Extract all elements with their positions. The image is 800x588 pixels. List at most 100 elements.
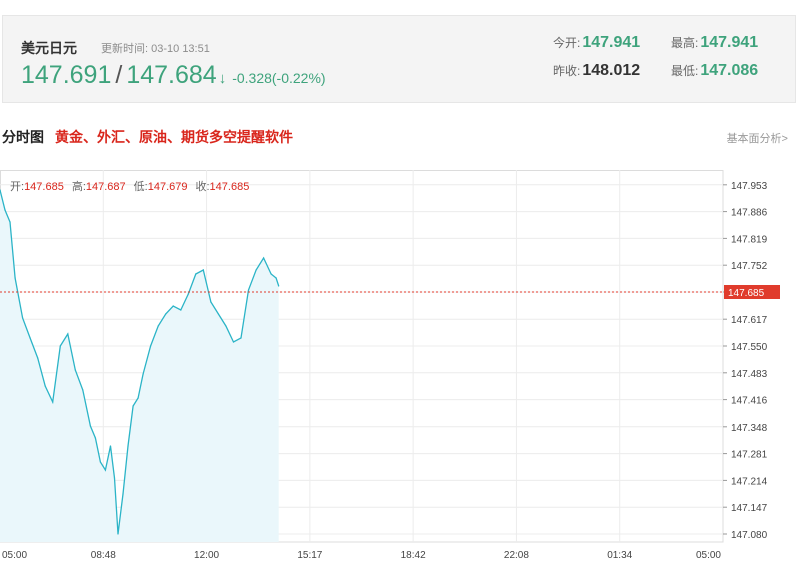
price-point	[137, 397, 139, 399]
intraday-chart[interactable]: 147.953 147.886 147.819 147.752 147.685 147.6…	[0, 170, 800, 583]
price-point	[99, 461, 102, 463]
y-tick-label: 147.550	[731, 342, 768, 353]
quote-panel: 美元日元 更新时间: 03-10 13:51 147.691/147.684 ↓ -…	[2, 15, 796, 103]
symbol-name: 美元日元	[21, 40, 77, 56]
price-point	[37, 357, 39, 359]
ohlc-high: 147.687	[85, 181, 126, 193]
y-tick-label: 147.953	[731, 181, 768, 192]
current-price-tag	[724, 285, 780, 299]
x-tick-label: 05:00	[696, 550, 721, 561]
update-time-value: 03-10 13:51	[151, 43, 210, 55]
current-price-label: 147.685	[728, 288, 765, 299]
price-point	[117, 533, 119, 535]
high-value: 147.941	[700, 34, 759, 51]
y-tick-label: 147.886	[731, 208, 768, 219]
open-row: 今开: 147.941	[553, 34, 640, 62]
section-title: 分时图	[2, 129, 44, 145]
price-point	[275, 277, 277, 279]
price-point	[14, 277, 16, 279]
price-point	[225, 325, 227, 327]
price-point	[127, 445, 129, 447]
ohlc-low-label: 低:	[133, 181, 148, 193]
ohlc-readout: 开:147.685 高:147.687 低:147.679 收:147.685	[10, 178, 257, 194]
ohlc-close: 147.685	[209, 181, 250, 193]
x-tick-label: 12:00	[194, 550, 219, 561]
open-value: 147.941	[582, 34, 641, 51]
y-tick-label: 147.214	[731, 476, 768, 487]
price-point	[210, 301, 212, 303]
price-point	[270, 273, 272, 275]
price-point	[9, 221, 11, 223]
price-point	[52, 401, 54, 403]
price-point	[82, 389, 84, 391]
price-point	[109, 445, 112, 447]
price-point	[150, 345, 152, 347]
price-point	[187, 293, 189, 295]
price-point	[0, 189, 1, 191]
promo-link[interactable]: 黄金、外汇、原油、期货多空提醒软件	[55, 129, 293, 145]
prev-close-row: 昨收: 148.012	[553, 62, 640, 90]
stats-left: 今开: 147.941 昨收: 148.012	[553, 34, 640, 90]
update-time: 更新时间: 03-10 13:51	[101, 40, 210, 56]
price-point	[172, 305, 174, 307]
y-tick-label: 147.617	[731, 315, 768, 326]
bid-price: 147.691	[21, 61, 112, 89]
x-tick-label: 08:48	[91, 550, 116, 561]
ohlc-low: 147.679	[147, 181, 188, 193]
update-time-label: 更新时间:	[101, 43, 149, 55]
prev-close-value: 148.012	[582, 62, 641, 79]
y-tick-label: 147.483	[731, 369, 768, 380]
price-point	[217, 313, 220, 315]
prev-close-label: 昨收:	[553, 64, 581, 78]
price-point	[113, 477, 116, 479]
ohlc-close-label: 收:	[195, 181, 210, 193]
price-point	[142, 373, 144, 375]
y-tick-label: 147.819	[731, 234, 768, 245]
x-tick-label: 05:00	[2, 550, 27, 561]
y-tick-label: 147.416	[731, 396, 768, 407]
price-change: -0.328(-0.22%)	[232, 70, 326, 86]
open-label: 今开:	[553, 36, 581, 50]
price-point	[94, 437, 96, 439]
y-tick-label: 147.147	[731, 503, 768, 514]
y-tick-label: 147.080	[731, 530, 768, 541]
price-line: 147.691/147.684 ↓ -0.328(-0.22%)	[21, 61, 326, 90]
x-tick-label: 18:42	[401, 550, 426, 561]
price-point	[240, 337, 242, 339]
x-tick-label: 22:08	[504, 550, 529, 561]
price-point	[247, 289, 250, 291]
price-point	[44, 385, 46, 387]
price-point	[29, 337, 31, 339]
price-point	[4, 209, 6, 211]
fundamental-analysis-link[interactable]: 基本面分析>	[726, 133, 788, 145]
price-point	[157, 325, 159, 327]
price-point	[59, 345, 61, 347]
ohlc-open-label: 开:	[10, 181, 25, 193]
price-point	[104, 469, 107, 471]
price-point	[195, 273, 197, 275]
low-row: 最低: 147.086	[671, 62, 758, 90]
y-tick-label: 147.752	[731, 261, 768, 272]
price-area	[0, 190, 279, 542]
y-tick-label: 147.281	[731, 450, 768, 461]
high-label: 最高:	[671, 36, 699, 50]
price-point	[262, 257, 265, 259]
price-point	[21, 317, 24, 319]
price-point	[132, 405, 134, 407]
low-label: 最低:	[671, 64, 699, 78]
price-point	[278, 285, 280, 287]
stats-right: 最高: 147.941 最低: 147.086	[671, 34, 758, 90]
x-tick-label: 01:34	[607, 550, 632, 561]
x-tick-label: 15:17	[297, 550, 322, 561]
price-point	[180, 309, 182, 311]
ohlc-high-label: 高:	[71, 181, 86, 193]
arrow-down-icon: ↓	[218, 70, 227, 87]
low-value: 147.086	[700, 62, 759, 79]
price-point	[165, 313, 167, 315]
ohlc-open: 147.685	[24, 181, 64, 193]
ask-price: 147.684	[126, 61, 217, 89]
price-point	[255, 269, 257, 271]
price-point	[232, 341, 235, 343]
price-point	[202, 269, 204, 271]
high-row: 最高: 147.941	[671, 34, 758, 62]
